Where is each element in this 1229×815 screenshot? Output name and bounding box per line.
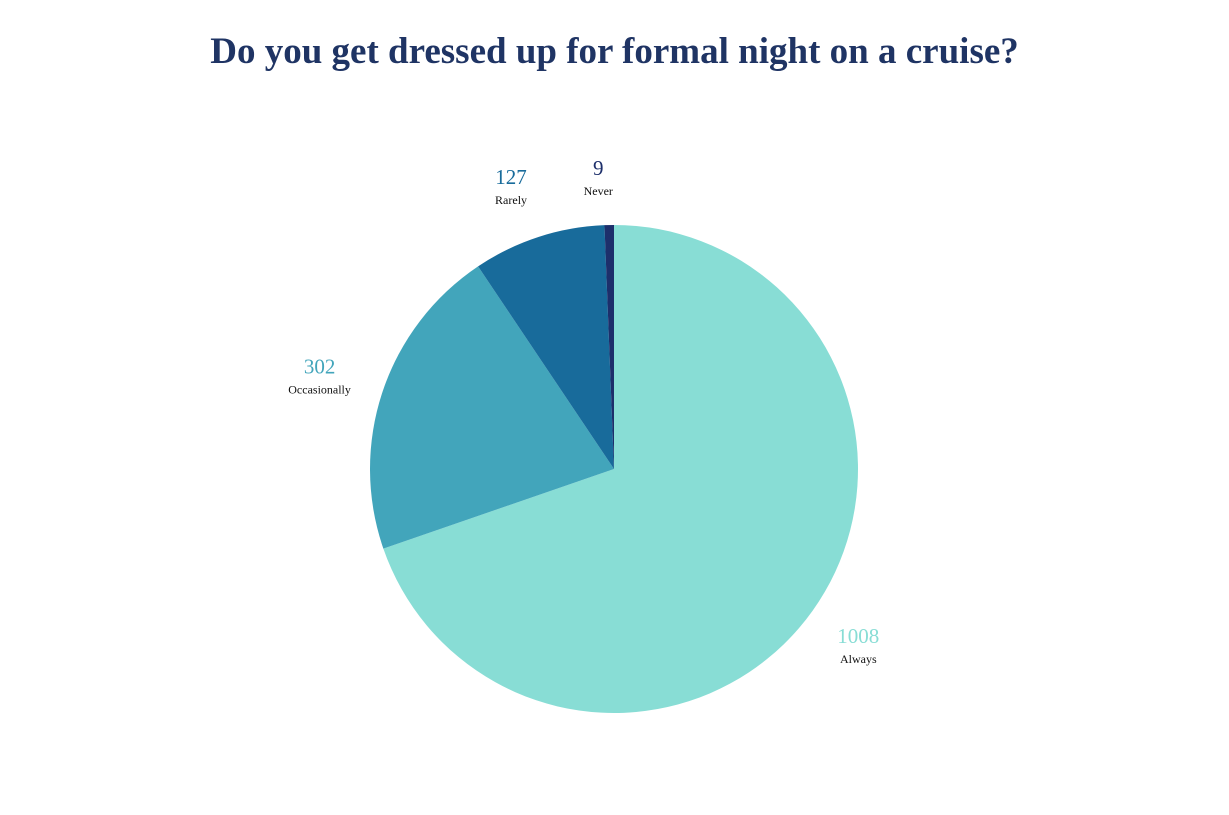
pie-labels: 1008 Always 302 Occasionally 127 Rarely 9 Never xyxy=(288,156,879,666)
data-label-occasionally: 302 xyxy=(304,355,336,379)
data-label-never: 9 xyxy=(593,156,604,180)
chart-title: Do you get dressed up for formal night o… xyxy=(210,31,1019,72)
pie-slice-rarely xyxy=(478,225,614,469)
pie-slice-occasionally xyxy=(370,266,614,549)
pie-slice-always xyxy=(383,225,858,713)
category-label-occasionally: Occasionally xyxy=(288,383,351,397)
category-label-always: Always xyxy=(840,652,877,666)
pie-slice-never xyxy=(604,225,614,469)
category-label-never: Never xyxy=(584,184,613,198)
data-label-always: 1008 xyxy=(837,624,879,648)
category-label-rarely: Rarely xyxy=(495,193,527,207)
pie-slices xyxy=(370,225,858,713)
data-label-rarely: 127 xyxy=(495,165,527,189)
